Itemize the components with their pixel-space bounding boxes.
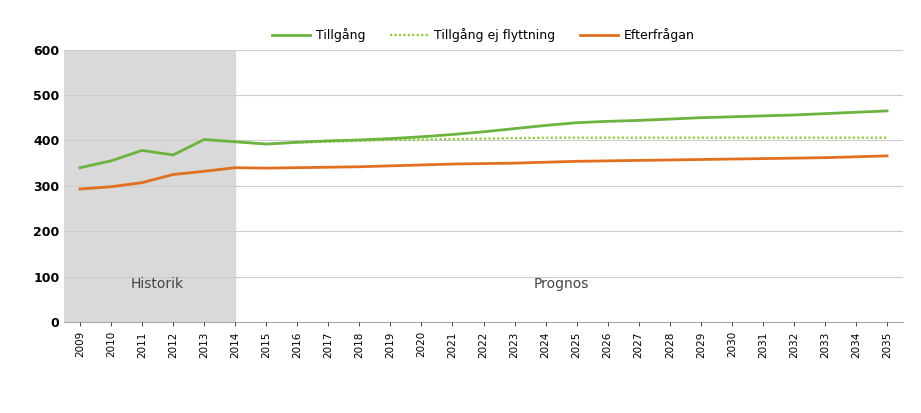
Tillgång ej flyttning — [292, 140, 303, 145]
Text: Prognos: Prognos — [533, 277, 589, 291]
Tillgång — [881, 108, 892, 113]
Tillgång — [322, 138, 333, 143]
Tillgång — [354, 138, 365, 142]
Efterfrågan — [540, 160, 551, 165]
Efterfrågan — [788, 156, 799, 161]
Tillgång — [199, 137, 210, 142]
Tillgång — [850, 110, 861, 115]
Efterfrågan — [850, 154, 861, 159]
Efterfrågan — [416, 162, 427, 167]
Efterfrågan — [292, 165, 303, 170]
Efterfrågan — [695, 157, 706, 162]
Tillgång ej flyttning — [602, 135, 613, 140]
Efterfrågan — [478, 161, 489, 166]
Tillgång ej flyttning — [416, 137, 427, 142]
Tillgång — [509, 126, 520, 131]
Tillgång ej flyttning — [820, 135, 831, 140]
Tillgång ej flyttning — [509, 135, 520, 140]
Efterfrågan — [447, 161, 458, 166]
Tillgång — [664, 116, 675, 121]
Efterfrågan — [354, 164, 365, 169]
Tillgång — [168, 152, 179, 157]
Tillgång ej flyttning — [354, 138, 365, 143]
Efterfrågan — [571, 159, 582, 164]
Tillgång ej flyttning — [757, 135, 768, 140]
Tillgång — [478, 129, 489, 134]
Line: Tillgång ej flyttning: Tillgång ej flyttning — [235, 138, 887, 144]
Tillgång ej flyttning — [881, 135, 892, 140]
Tillgång — [447, 132, 458, 137]
Tillgång — [229, 139, 240, 144]
Tillgång ej flyttning — [447, 137, 458, 142]
Tillgång — [695, 115, 706, 120]
Efterfrågan — [509, 161, 520, 166]
Efterfrågan — [106, 184, 117, 189]
Tillgång ej flyttning — [727, 135, 738, 140]
Efterfrågan — [602, 158, 613, 163]
Bar — [64, 50, 235, 322]
Tillgång ej flyttning — [229, 139, 240, 144]
Legend: Tillgång, Tillgång ej flyttning, Efterfrågan: Tillgång, Tillgång ej flyttning, Efterfr… — [267, 23, 700, 47]
Tillgång ej flyttning — [634, 135, 645, 140]
Efterfrågan — [664, 157, 675, 162]
Tillgång ej flyttning — [322, 139, 333, 144]
Tillgång — [602, 119, 613, 124]
Efterfrågan — [881, 153, 892, 158]
Tillgång ej flyttning — [850, 135, 861, 140]
Tillgång ej flyttning — [788, 135, 799, 140]
Tillgång — [820, 111, 831, 116]
Efterfrågan — [385, 164, 396, 169]
Tillgång — [788, 112, 799, 117]
Tillgång — [727, 114, 738, 119]
Efterfrågan — [136, 180, 147, 185]
Efterfrågan — [261, 166, 272, 171]
Efterfrågan — [229, 165, 240, 170]
Tillgång — [106, 158, 117, 163]
Efterfrågan — [757, 156, 768, 161]
Efterfrågan — [820, 155, 831, 160]
Tillgång — [540, 123, 551, 128]
Line: Tillgång: Tillgång — [80, 111, 887, 168]
Tillgång — [571, 120, 582, 125]
Tillgång — [416, 134, 427, 139]
Tillgång — [261, 142, 272, 147]
Tillgång ej flyttning — [478, 136, 489, 141]
Tillgång ej flyttning — [571, 135, 582, 140]
Tillgång — [634, 118, 645, 123]
Tillgång — [292, 140, 303, 145]
Tillgång — [757, 114, 768, 119]
Text: Historik: Historik — [131, 277, 184, 291]
Tillgång ej flyttning — [664, 135, 675, 140]
Tillgång ej flyttning — [261, 142, 272, 147]
Tillgång ej flyttning — [695, 135, 706, 140]
Efterfrågan — [168, 172, 179, 177]
Efterfrågan — [322, 165, 333, 170]
Tillgång ej flyttning — [540, 135, 551, 140]
Tillgång — [136, 148, 147, 153]
Line: Efterfrågan: Efterfrågan — [80, 156, 887, 189]
Efterfrågan — [199, 169, 210, 174]
Tillgång — [385, 136, 396, 141]
Efterfrågan — [75, 187, 86, 192]
Tillgång ej flyttning — [385, 138, 396, 142]
Efterfrågan — [727, 157, 738, 161]
Tillgång — [75, 165, 86, 170]
Efterfrågan — [634, 158, 645, 163]
